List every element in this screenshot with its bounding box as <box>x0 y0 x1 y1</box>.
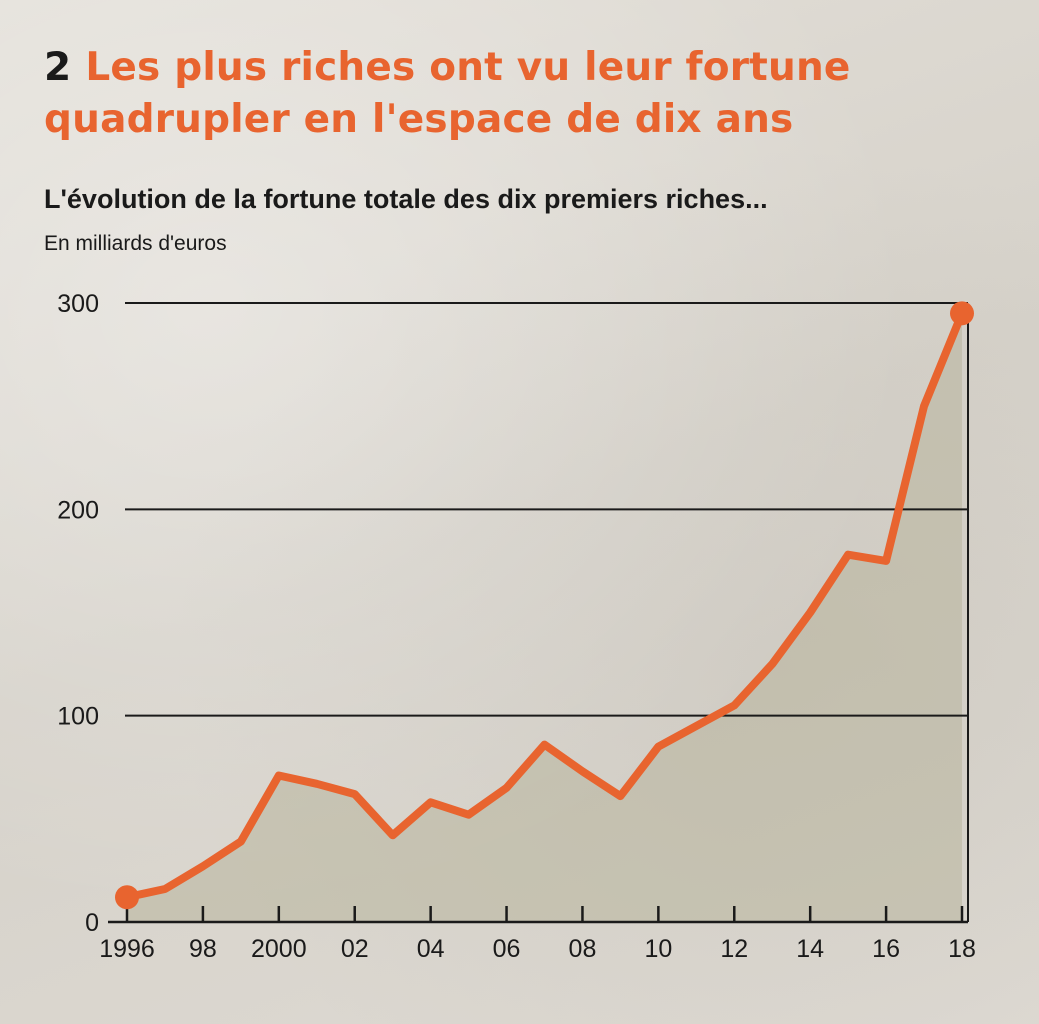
chart-subtitle: L'évolution de la fortune totale des dix… <box>44 184 768 214</box>
y-tick-label-200: 200 <box>57 496 99 524</box>
x-tick-label-2016: 16 <box>872 935 900 963</box>
x-tick-label-2002: 02 <box>341 935 369 963</box>
x-tick-label-2004: 04 <box>417 935 445 963</box>
start-point-marker <box>115 885 139 910</box>
x-tick-label-2014: 14 <box>796 935 824 963</box>
x-tick-label-1998: 98 <box>189 935 217 963</box>
end-point-marker <box>950 301 974 326</box>
series-line <box>123 309 966 902</box>
x-tick-label-2010: 10 <box>644 935 672 963</box>
y-tick-label-300: 300 <box>57 290 99 318</box>
y-tick-label-100: 100 <box>57 703 99 731</box>
x-tick-label-2018: 18 <box>948 935 976 963</box>
figure-number: 2 <box>44 45 72 90</box>
x-tick-label-2006: 06 <box>493 935 521 963</box>
x-tick-label-1996: 1996 <box>99 935 155 963</box>
unit-label: En milliards d'euros <box>44 232 227 255</box>
x-tick-label-2000: 2000 <box>251 935 307 963</box>
area-fill <box>127 313 962 922</box>
x-tick-label-2012: 12 <box>720 935 748 963</box>
headline-text: Les plus riches ont vu leur fortune quad… <box>44 45 851 142</box>
y-tick-label-0: 0 <box>85 909 99 937</box>
x-tick-label-2008: 08 <box>569 935 597 963</box>
headline: 2 Les plus riches ont vu leur fortune qua… <box>44 42 944 146</box>
